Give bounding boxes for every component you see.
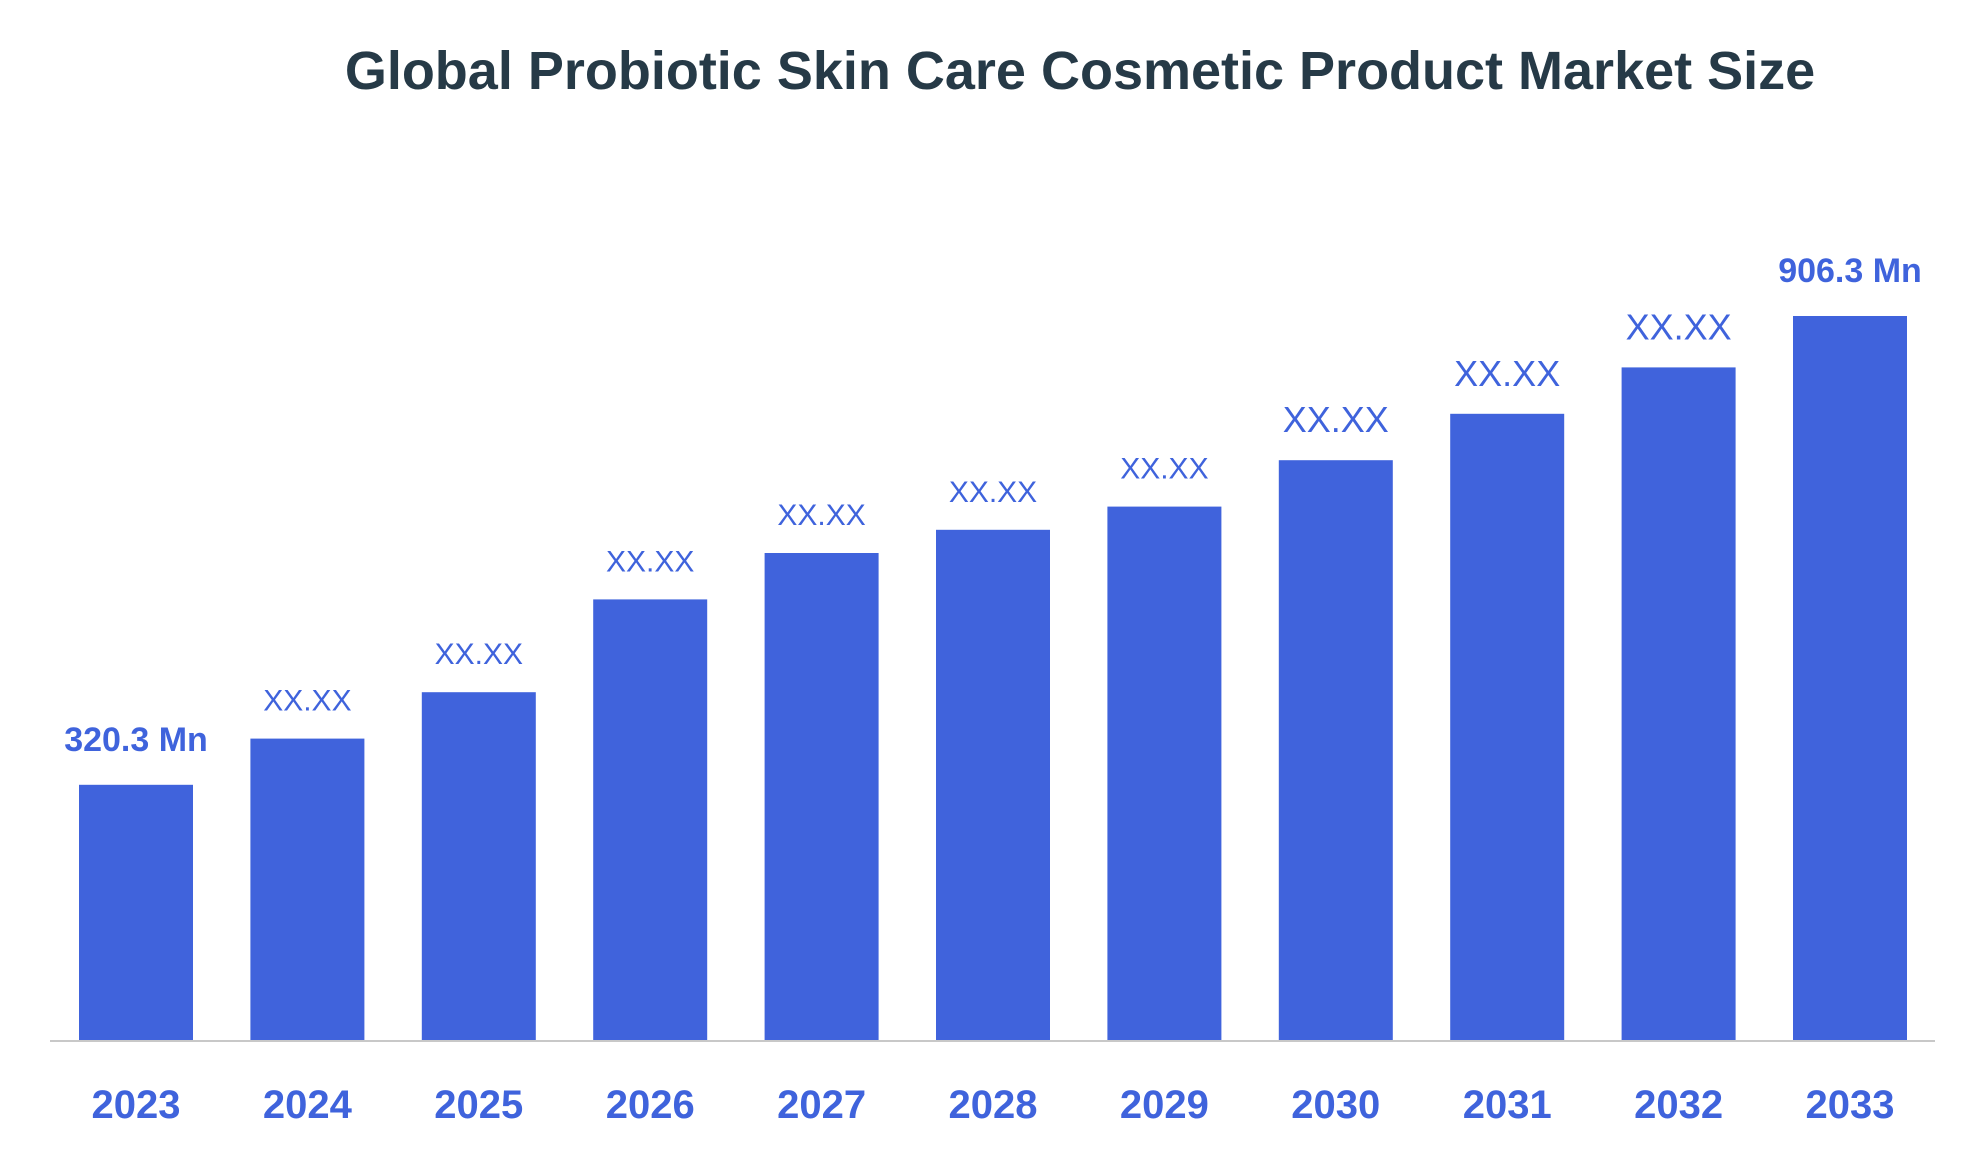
x-tick-label-2029: 2029 xyxy=(1120,1083,1209,1127)
bar-2030 xyxy=(1278,460,1393,1041)
data-label-2031: XX.XX xyxy=(1454,353,1560,394)
data-label-2026: XX.XX xyxy=(606,545,694,578)
bar-2033 xyxy=(1793,316,1907,1041)
data-label-2027: XX.XX xyxy=(777,499,865,532)
bar-2031 xyxy=(1450,413,1565,1041)
bar-2032 xyxy=(1621,367,1736,1041)
data-label-2028: XX.XX xyxy=(949,476,1037,509)
bar-2027 xyxy=(764,553,879,1041)
data-label-2030: XX.XX xyxy=(1283,399,1389,440)
x-tick-label-2031: 2031 xyxy=(1463,1083,1552,1127)
bar-2023 xyxy=(79,784,193,1041)
x-tick-label-2033: 2033 xyxy=(1806,1083,1895,1127)
data-labels-layer: 320.3 Mn XX.XX XX.XX XX.XX XX.XX XX.XX XX.XX XX… xyxy=(64,252,1922,759)
x-tick-label-2027: 2027 xyxy=(777,1083,866,1127)
bar-2028 xyxy=(936,529,1050,1041)
bars-layer xyxy=(79,316,1907,1042)
data-label-2033: 906.3 Mn xyxy=(1778,252,1922,290)
data-label-2025: XX.XX xyxy=(435,638,523,671)
x-tick-label-2030: 2030 xyxy=(1291,1083,1380,1127)
x-tick-label-2025: 2025 xyxy=(434,1083,523,1127)
data-label-2024: XX.XX xyxy=(263,685,351,718)
bar-2026 xyxy=(593,599,708,1041)
bar-2024 xyxy=(250,738,365,1041)
x-tick-label-2026: 2026 xyxy=(606,1083,695,1127)
chart-title: Global Probiotic Skin Care Cosmetic Prod… xyxy=(344,41,1816,101)
x-tick-label-2024: 2024 xyxy=(263,1083,353,1127)
x-tick-label-2023: 2023 xyxy=(92,1083,181,1127)
data-label-2023: 320.3 Mn xyxy=(64,721,208,759)
x-tick-labels-layer: 2023 2024 2025 2026 2027 2028 2029 2030 2031 2032… xyxy=(92,1083,1895,1127)
bar-2025 xyxy=(421,692,536,1041)
x-tick-label-2032: 2032 xyxy=(1634,1083,1723,1127)
data-label-2032: XX.XX xyxy=(1626,306,1732,347)
bar-2029 xyxy=(1107,506,1222,1042)
x-tick-label-2028: 2028 xyxy=(949,1083,1038,1127)
data-label-2029: XX.XX xyxy=(1120,453,1208,486)
